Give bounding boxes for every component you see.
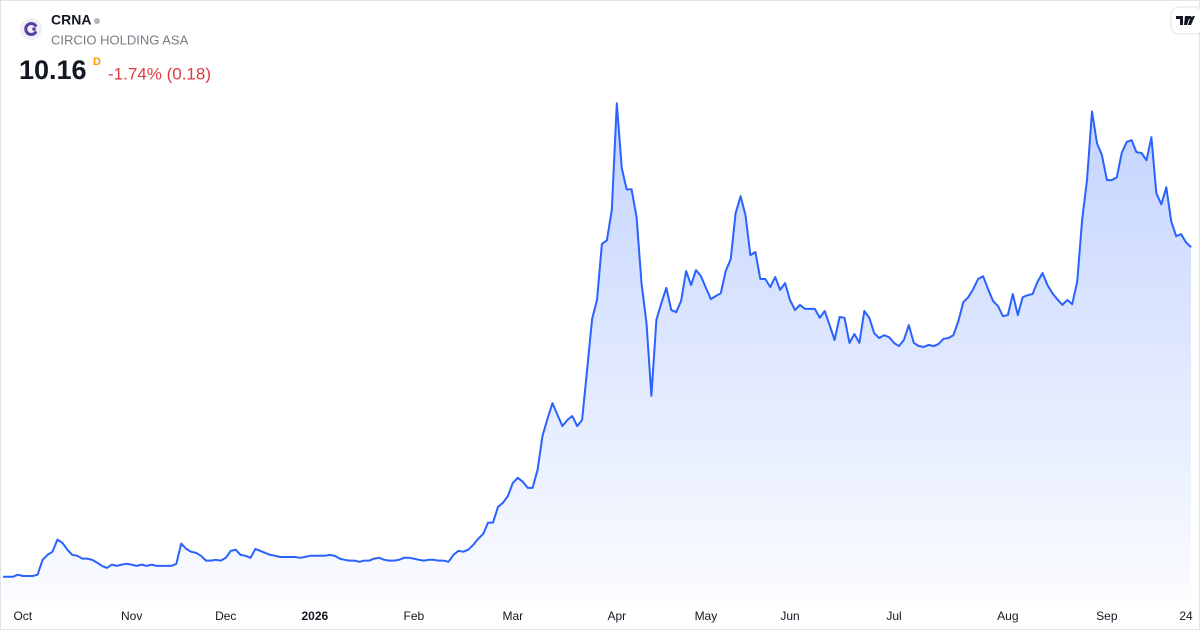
x-tick-label: Nov — [121, 609, 142, 623]
symbol: CRNA — [51, 12, 91, 28]
x-tick-label: 24 — [1179, 609, 1193, 623]
price-line — [3, 102, 1192, 578]
x-tick-label: 2026 — [301, 609, 328, 623]
x-tick-label: May — [695, 609, 718, 623]
x-tick-label: Jul — [886, 609, 901, 623]
x-tick-label: Jun — [780, 609, 799, 623]
status-dot — [94, 18, 100, 24]
interval: D — [93, 56, 101, 68]
x-tick-label: Apr — [607, 609, 626, 623]
company-name: CIRCIO HOLDING ASA — [51, 32, 189, 47]
plot-area: Oct Nov Dec 2026 Feb Mar Apr May Jun Jul Aug Sep 24 — [3, 102, 1193, 623]
x-tick-label: Oct — [13, 609, 32, 623]
price-change: -1.74% (0.18) — [108, 64, 211, 83]
x-tick-label: Mar — [503, 609, 524, 623]
x-tick-label: Sep — [1096, 609, 1118, 623]
x-tick-label: Dec — [215, 609, 236, 623]
area-fill — [3, 103, 1191, 602]
x-tick-label: Aug — [997, 609, 1018, 623]
last-price: 10.16 — [19, 55, 87, 85]
tradingview-logo[interactable] — [1170, 6, 1200, 35]
x-tick-label: Feb — [404, 609, 425, 623]
symbol-logo — [20, 18, 42, 40]
